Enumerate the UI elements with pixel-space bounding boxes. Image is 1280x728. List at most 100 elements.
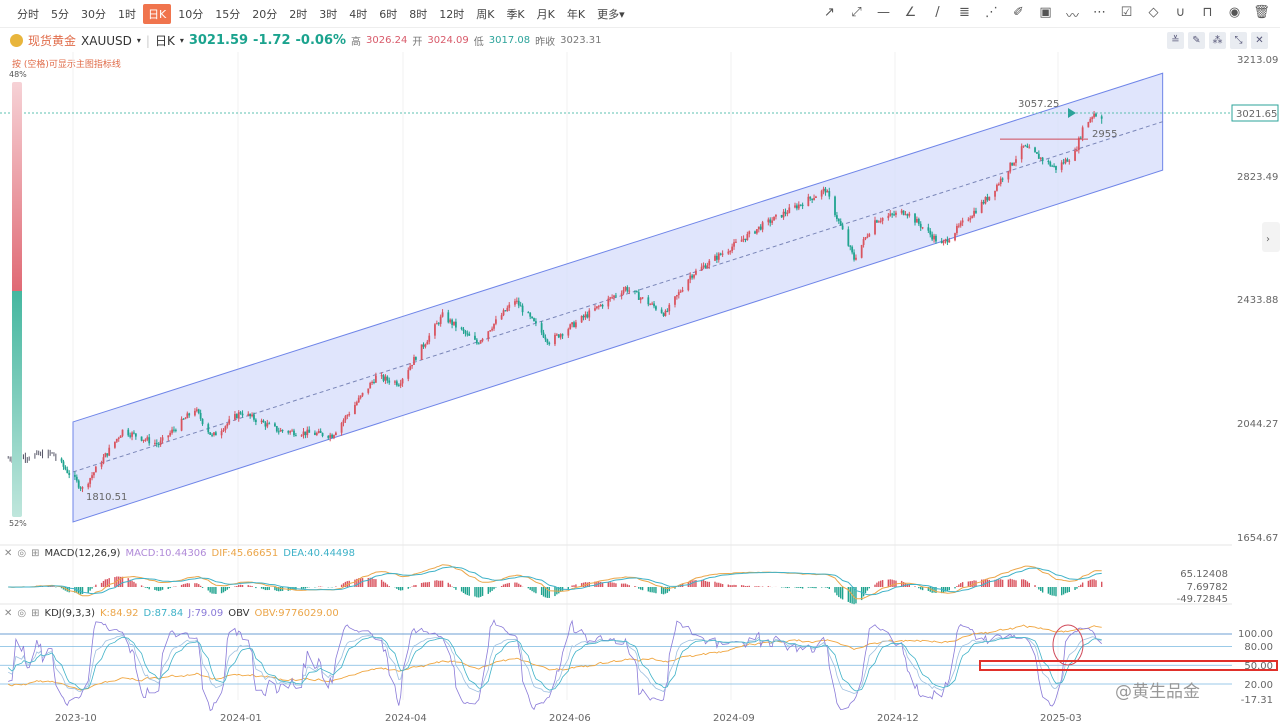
- candle-body: [542, 332, 545, 338]
- timeframe-18[interactable]: 更多▾: [597, 7, 625, 21]
- candle: [386, 375, 389, 384]
- draw-icon[interactable]: ✎: [1188, 32, 1205, 49]
- settings-icon[interactable]: ◎: [17, 608, 27, 619]
- timeframe-3[interactable]: 1时: [118, 7, 136, 21]
- candle-body: [317, 430, 320, 433]
- candle-body: [367, 388, 370, 393]
- candle-body: [502, 310, 505, 316]
- candle-body: [839, 221, 842, 226]
- timeframe-12[interactable]: 8时: [409, 7, 428, 21]
- fan-icon[interactable]: ⋰: [985, 5, 998, 20]
- timeframe-13[interactable]: 12时: [439, 7, 465, 21]
- candle: [420, 344, 423, 360]
- timeframe-1[interactable]: 5分: [51, 7, 69, 21]
- candle-body: [397, 385, 400, 387]
- candle-body: [641, 297, 644, 299]
- candle-body: [588, 310, 591, 318]
- candle-body: [893, 214, 895, 216]
- expand-icon[interactable]: ⊞: [31, 608, 40, 619]
- candle-body: [302, 431, 305, 436]
- candle: [94, 465, 97, 473]
- symbol-name[interactable]: 现货黄金: [28, 34, 77, 48]
- candle: [224, 425, 227, 433]
- candle-body: [491, 328, 493, 331]
- extended-line-icon[interactable]: ⤢: [851, 5, 862, 20]
- candle-body: [1076, 150, 1078, 152]
- candle-body: [226, 423, 229, 427]
- settings-icon[interactable]: ◎: [17, 548, 27, 559]
- candle-body: [100, 463, 103, 467]
- candle-body: [424, 344, 427, 347]
- period-dropdown-icon[interactable]: ▾: [179, 36, 184, 45]
- candle-body: [571, 322, 574, 325]
- timeframe-14[interactable]: 周K: [476, 7, 495, 21]
- timeframe-10[interactable]: 4时: [349, 7, 368, 21]
- candle-body: [374, 375, 377, 383]
- pen-icon[interactable]: /: [935, 5, 940, 20]
- timeframe-0[interactable]: 分时: [17, 7, 39, 21]
- candle: [914, 213, 916, 226]
- candle: [247, 411, 250, 417]
- highlighter-icon[interactable]: ✐: [1013, 5, 1024, 20]
- candle-body: [624, 287, 627, 290]
- timeframe-15[interactable]: 季K: [506, 7, 525, 21]
- candle: [967, 217, 970, 222]
- timeframe-5[interactable]: 10分: [178, 7, 204, 21]
- candle-body: [557, 334, 560, 338]
- close-icon[interactable]: ✕: [4, 548, 13, 559]
- candle: [611, 294, 614, 299]
- candle-style-icon[interactable]: ⁂: [1209, 32, 1226, 49]
- candle: [879, 217, 882, 224]
- candle: [1100, 114, 1103, 124]
- candle-body: [386, 376, 389, 381]
- candle: [626, 285, 629, 293]
- separator: |: [145, 33, 150, 48]
- lock-icon[interactable]: ⊓: [1202, 5, 1213, 20]
- open-value: 3024.09: [427, 35, 469, 46]
- candle-body: [942, 240, 945, 244]
- fullscreen-icon[interactable]: ⤡: [1230, 32, 1247, 49]
- timeframe-7[interactable]: 20分: [252, 7, 278, 21]
- indicator-icon[interactable]: ≚: [1167, 32, 1184, 49]
- horizontal-line-icon[interactable]: —: [877, 5, 890, 20]
- timeframe-11[interactable]: 6时: [379, 7, 398, 21]
- candle-body: [395, 381, 398, 386]
- trend-icon[interactable]: 〰: [1065, 9, 1079, 24]
- eraser-icon[interactable]: ◇: [1148, 5, 1159, 20]
- timeframe-4[interactable]: 日K: [143, 3, 172, 24]
- candle-body: [891, 213, 894, 215]
- timeframe-9[interactable]: 3时: [319, 7, 338, 21]
- timeframe-2[interactable]: 30分: [81, 7, 106, 21]
- candle-body: [188, 413, 191, 416]
- symbol-code[interactable]: XAUUSD: [81, 33, 132, 48]
- timeframe-6[interactable]: 15分: [215, 7, 241, 21]
- timeframe-16[interactable]: 月K: [536, 7, 555, 21]
- candle-body: [1089, 119, 1092, 123]
- parallel-channel-icon[interactable]: ∠: [904, 5, 917, 20]
- symbol-dropdown-icon[interactable]: ▾: [136, 36, 141, 45]
- drawing-tools: ↗ ⤢ — ∠ / ≣ ⋰ ✐ ▣ 〰 ⋯ ☑ ◇ ∪ ⊓ ◉ 🗑: [821, 5, 1270, 24]
- more-icon[interactable]: ⋯: [1093, 5, 1106, 20]
- timeframe-8[interactable]: 2时: [289, 7, 308, 21]
- eye-icon[interactable]: ◉: [1228, 5, 1241, 20]
- expand-icon[interactable]: ⊞: [31, 548, 40, 559]
- trash-icon[interactable]: 🗑: [1253, 5, 1270, 20]
- fibonacci-icon[interactable]: ≣: [959, 5, 970, 20]
- candle: [824, 186, 827, 196]
- candle: [715, 252, 718, 263]
- close-icon[interactable]: ✕: [1251, 32, 1268, 49]
- period-select[interactable]: 日K: [154, 34, 175, 48]
- candle-body: [957, 225, 960, 227]
- candle: [681, 286, 684, 293]
- magnet-icon[interactable]: ∪: [1175, 5, 1186, 20]
- candle: [254, 418, 257, 426]
- candle-body: [119, 435, 122, 438]
- candle: [649, 303, 652, 306]
- candle-body: [75, 476, 78, 481]
- edit-icon[interactable]: ☑: [1120, 5, 1133, 20]
- ray-arrow-icon[interactable]: ↗: [824, 5, 835, 20]
- close-icon[interactable]: ✕: [4, 608, 13, 619]
- image-icon[interactable]: ▣: [1039, 5, 1052, 20]
- timeframe-17[interactable]: 年K: [566, 7, 586, 21]
